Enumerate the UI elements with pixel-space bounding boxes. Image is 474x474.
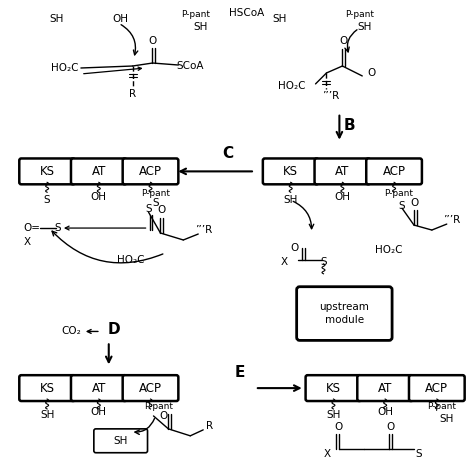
Text: CO₂: CO₂ [61,327,81,337]
Text: OH: OH [377,407,393,417]
Text: HO₂C: HO₂C [117,255,145,265]
Text: SH: SH [49,14,63,24]
Text: ACP: ACP [383,165,406,178]
Text: R: R [129,89,136,99]
Text: ACP: ACP [425,382,448,395]
FancyBboxPatch shape [19,158,75,184]
FancyBboxPatch shape [315,158,370,184]
Text: S: S [399,201,405,211]
Text: ’’’R: ’’’R [443,215,460,225]
Text: AT: AT [91,165,106,178]
Text: HO₂C: HO₂C [51,63,79,73]
FancyBboxPatch shape [357,375,413,401]
FancyBboxPatch shape [123,158,178,184]
Text: O: O [334,422,343,432]
Text: P-pant: P-pant [144,402,173,411]
Text: X: X [281,257,288,267]
Text: AT: AT [335,165,349,178]
Text: HO₂C: HO₂C [278,81,305,91]
Text: ’’’R: ’’’R [322,91,339,101]
Text: O: O [157,205,165,215]
Text: B: B [344,118,355,133]
Text: S: S [55,223,61,233]
Text: SH: SH [113,436,128,446]
Text: O: O [386,422,394,432]
Text: D: D [108,322,120,337]
FancyBboxPatch shape [71,375,127,401]
FancyBboxPatch shape [71,158,127,184]
FancyBboxPatch shape [409,375,465,401]
Text: X: X [324,449,331,459]
Text: SH: SH [439,414,454,424]
Text: ACP: ACP [139,165,162,178]
Text: S: S [320,257,327,267]
FancyBboxPatch shape [297,287,392,340]
Text: O: O [159,411,167,421]
Text: AT: AT [378,382,392,395]
Text: HSCoA: HSCoA [229,9,264,18]
FancyBboxPatch shape [19,375,75,401]
Text: OH: OH [91,192,107,202]
Text: O: O [291,243,299,253]
Text: P-pant: P-pant [345,10,374,19]
Text: upstream
module: upstream module [319,302,369,325]
Text: S: S [145,204,152,214]
Text: O=: O= [23,223,40,233]
Text: S: S [416,449,422,459]
Text: X: X [23,237,30,247]
Text: P-pant: P-pant [427,402,456,411]
FancyBboxPatch shape [263,158,319,184]
Text: O: O [367,68,375,78]
Text: HO₂C: HO₂C [375,245,403,255]
FancyBboxPatch shape [123,375,178,401]
Text: AT: AT [91,382,106,395]
Text: C: C [222,146,234,161]
Text: OH: OH [113,14,128,24]
Text: KS: KS [326,382,341,395]
Text: S: S [44,195,50,205]
Text: O: O [339,36,347,46]
Text: SH: SH [40,410,55,420]
Text: OH: OH [334,192,350,202]
FancyBboxPatch shape [94,429,147,453]
Text: P-pant: P-pant [141,189,170,198]
Text: SH: SH [193,22,208,32]
Text: SH: SH [283,195,298,205]
FancyBboxPatch shape [366,158,422,184]
Text: SH: SH [357,22,372,32]
Text: O: O [148,36,156,46]
Text: SH: SH [273,14,287,24]
Text: ACP: ACP [139,382,162,395]
Text: SCoA: SCoA [176,61,204,71]
Text: E: E [235,365,245,380]
Text: KS: KS [40,382,55,395]
Text: S: S [152,198,159,208]
Text: R: R [206,421,213,431]
Text: P-pant: P-pant [181,10,210,19]
Text: ’’’R: ’’’R [194,225,212,235]
FancyBboxPatch shape [306,375,361,401]
Text: OH: OH [91,407,107,417]
Text: O: O [411,198,419,208]
Text: P-pant: P-pant [384,189,413,198]
Text: KS: KS [40,165,55,178]
Text: SH: SH [326,410,341,420]
Text: KS: KS [283,165,298,178]
